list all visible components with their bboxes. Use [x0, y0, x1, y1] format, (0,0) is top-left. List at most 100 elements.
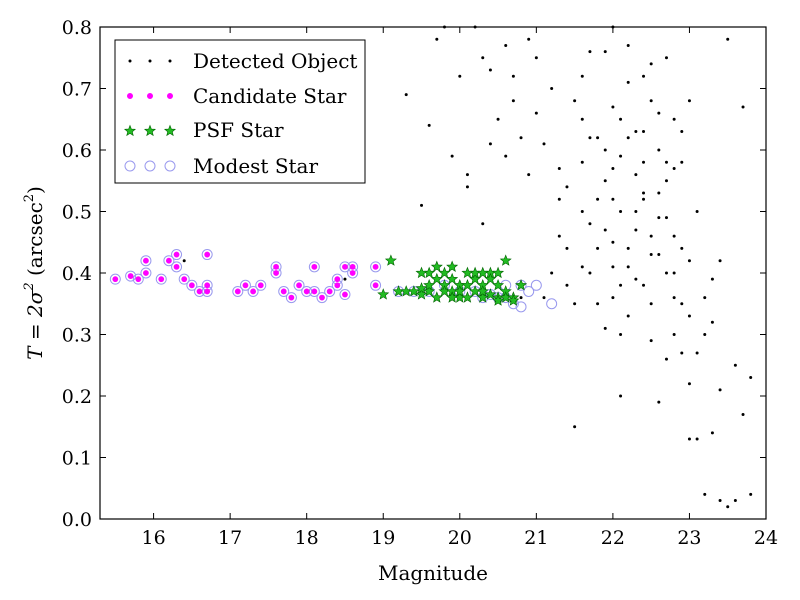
point-detected	[695, 351, 699, 355]
point-detected	[450, 154, 454, 158]
legend-marker-modest-3	[164, 160, 176, 172]
point-candidate	[204, 282, 211, 289]
point-detected	[519, 296, 523, 300]
point-detected	[511, 74, 515, 78]
y-tick-label: 0.7	[62, 79, 92, 101]
point-candidate	[188, 282, 195, 289]
legend-marker-candidate-3	[167, 93, 173, 99]
point-detected	[573, 302, 577, 306]
point-candidate	[334, 276, 341, 283]
point-detected	[565, 246, 569, 250]
point-modest	[339, 289, 351, 301]
plot-frame	[99, 26, 767, 520]
legend-label-candidate: Candidate Star	[193, 84, 347, 108]
point-detected	[687, 314, 691, 318]
point-psf	[415, 288, 428, 300]
point-detected	[710, 320, 714, 324]
x-tick-label: 18	[295, 527, 319, 549]
point-candidate	[342, 291, 348, 298]
point-detected	[596, 246, 600, 250]
point-psf	[484, 288, 497, 300]
point-psf	[430, 272, 443, 285]
point-detected	[550, 87, 554, 90]
point-detected	[687, 382, 691, 386]
point-modest	[370, 279, 382, 291]
point-psf	[461, 291, 474, 303]
legend-marker-psf-2	[143, 124, 157, 137]
point-modest	[523, 285, 535, 297]
point-modest	[132, 273, 144, 285]
point-psf	[446, 260, 459, 272]
point-candidate	[143, 270, 149, 276]
ticks-layer: 16 17 18 19 20 21 22 23 24 0.0 0.1 0.2 0.3 0.4 0.5 0.6 0…	[62, 17, 778, 549]
legend-marker-candidate-2	[147, 93, 153, 99]
point-detected	[672, 296, 676, 300]
point-detected	[703, 333, 707, 336]
point-detected	[611, 166, 615, 170]
legend-marker-modest-2	[144, 160, 156, 172]
point-detected	[642, 283, 646, 287]
point-detected	[465, 173, 469, 177]
point-detected	[657, 216, 661, 220]
point-detected	[611, 105, 615, 109]
point-psf	[492, 294, 505, 306]
point-detected	[611, 197, 615, 201]
point-detected	[703, 492, 707, 496]
point-detected	[420, 203, 424, 207]
legend-marker-psf-3	[163, 124, 177, 137]
point-candidate	[273, 270, 279, 276]
series-circle-magenta	[112, 251, 379, 301]
y-tick-label: 0.1	[62, 448, 92, 470]
point-candidate	[173, 263, 180, 270]
point-psf	[461, 266, 474, 279]
points-layer	[109, 25, 753, 509]
y-tick-label: 0.6	[62, 140, 92, 162]
point-candidate	[196, 288, 203, 295]
point-psf	[430, 260, 443, 272]
point-candidate	[342, 263, 348, 270]
point-detected	[573, 425, 577, 429]
point-modest	[232, 285, 244, 297]
x-tick-label: 19	[371, 527, 395, 549]
point-modest	[163, 255, 175, 267]
point-psf	[453, 285, 466, 297]
point-candidate	[334, 282, 341, 289]
y-tick-label: 0.3	[62, 325, 92, 347]
point-detected	[557, 197, 561, 201]
point-modest	[171, 261, 183, 273]
point-detected	[573, 99, 577, 103]
point-detected	[680, 351, 684, 355]
point-psf	[423, 278, 436, 291]
point-modest	[140, 267, 152, 279]
point-detected	[619, 283, 623, 287]
y-tick-label: 0.2	[62, 386, 92, 408]
y-axis-label-unit-sup: 2	[22, 194, 37, 202]
point-detected	[626, 246, 630, 250]
point-psf	[407, 285, 420, 297]
point-psf	[476, 291, 489, 303]
point-detected	[672, 234, 676, 238]
point-candidate	[311, 288, 318, 295]
point-detected	[710, 277, 714, 281]
point-modest	[109, 273, 121, 285]
x-tick-label: 22	[601, 527, 625, 549]
point-candidate	[242, 282, 249, 289]
point-detected	[596, 302, 600, 306]
point-candidate	[273, 263, 279, 270]
legend-entry-modest: Modest Star	[124, 154, 318, 178]
point-modest	[278, 285, 290, 297]
point-detected	[749, 376, 753, 380]
point-modest	[316, 292, 328, 304]
point-detected	[664, 357, 668, 361]
x-tick-label: 17	[218, 527, 242, 549]
point-candidate	[143, 257, 149, 264]
point-detected	[603, 148, 607, 152]
y-tick-label: 0.5	[62, 202, 92, 224]
point-detected	[603, 228, 607, 232]
legend-marker-candidate-1	[127, 93, 133, 99]
point-detected	[642, 130, 646, 134]
point-detected	[634, 130, 638, 134]
point-candidate	[135, 276, 142, 283]
point-modest	[308, 261, 320, 273]
series-dot	[182, 25, 753, 509]
